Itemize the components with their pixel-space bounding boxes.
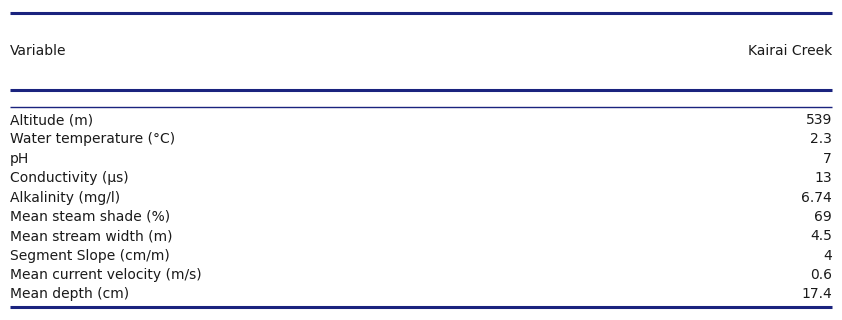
Text: 13: 13 [814,171,832,185]
Text: pH: pH [10,152,29,166]
Text: Mean depth (cm): Mean depth (cm) [10,287,129,301]
Text: Altitude (m): Altitude (m) [10,113,93,127]
Text: 2.3: 2.3 [810,132,832,147]
Text: 4.5: 4.5 [810,229,832,243]
Text: 17.4: 17.4 [801,287,832,301]
Text: Conductivity (μs): Conductivity (μs) [10,171,129,185]
Text: Variable: Variable [10,44,67,58]
Text: Water temperature (°C): Water temperature (°C) [10,132,175,147]
Text: Mean steam shade (%): Mean steam shade (%) [10,210,170,224]
Text: 6.74: 6.74 [801,190,832,204]
Text: 0.6: 0.6 [810,268,832,282]
Text: 4: 4 [823,249,832,263]
Text: Kairai Creek: Kairai Creek [748,44,832,58]
Text: 7: 7 [823,152,832,166]
Text: 539: 539 [806,113,832,127]
Text: 69: 69 [814,210,832,224]
Text: Alkalinity (mg/l): Alkalinity (mg/l) [10,190,120,204]
Text: Segment Slope (cm/m): Segment Slope (cm/m) [10,249,170,263]
Text: Mean stream width (m): Mean stream width (m) [10,229,173,243]
Text: Mean current velocity (m/s): Mean current velocity (m/s) [10,268,202,282]
